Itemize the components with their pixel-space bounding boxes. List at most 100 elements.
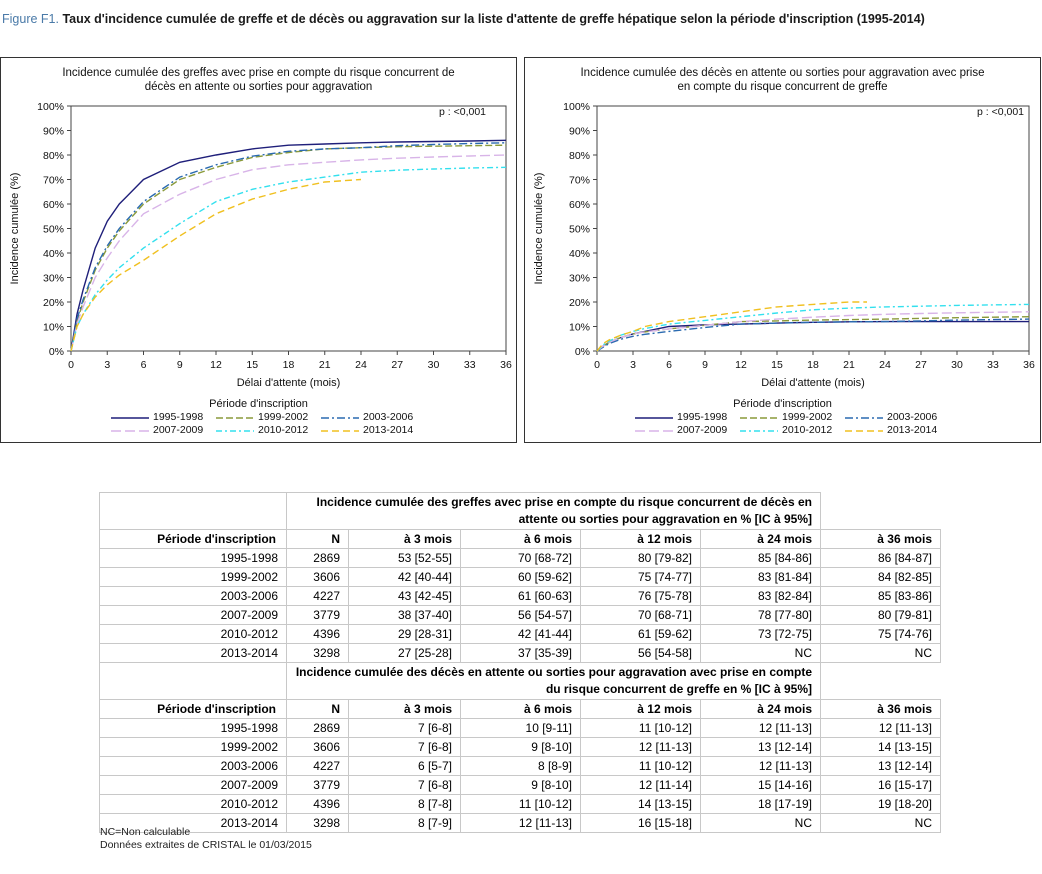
y-tick-label: 100% (37, 101, 64, 113)
y-tick-label: 80% (43, 150, 64, 162)
legend-item-1995-1998: 1995-1998 (635, 411, 727, 424)
legend-label: 2013-2014 (363, 424, 414, 436)
row-period: 2003-2006 (99, 756, 287, 776)
column-header: à 12 mois (580, 529, 701, 549)
x-tick-label: 6 (141, 359, 147, 371)
chart-svg-deces: 0%10%20%30%40%50%60%70%80%90%100%0 3 6 9 12 1… (533, 101, 1035, 389)
x-tick-label: 27 (391, 359, 403, 371)
legend-swatch (740, 417, 778, 419)
legend-swatch (321, 430, 359, 432)
table-cell: 3606 (286, 567, 349, 587)
table-cell: 7 [6-8] (348, 737, 461, 757)
table-cell: 11 [10-12] (460, 794, 581, 814)
chart-panel-left: Incidence cumulée des greffes avec prise… (0, 57, 517, 443)
y-tick-label: 70% (43, 175, 64, 187)
table-cell: 7 [6-8] (348, 775, 461, 795)
chart-panel-right: Incidence cumulée des décès en attente o… (524, 57, 1041, 443)
table-cell: 29 [28-31] (348, 624, 461, 644)
x-tick-label: 33 (464, 359, 476, 371)
table-cell: 4396 (286, 624, 349, 644)
table-cell: 9 [8-10] (460, 737, 581, 757)
legend-item-2010-2012: 2010-2012 (740, 424, 832, 437)
legend-item-2003-2006: 2003-2006 (845, 411, 937, 424)
y-tick-label: 50% (43, 224, 64, 236)
x-tick-label: 12 (210, 359, 222, 371)
y-tick-label: 30% (569, 273, 590, 285)
table-cell: 61 [59-62] (580, 624, 701, 644)
x-tick-label: 30 (428, 359, 440, 371)
legend-label: 2010-2012 (782, 424, 833, 436)
legend-item-1999-2002: 1999-2002 (216, 411, 308, 424)
table-row: 2010-2012 4396 29 [28-31] 42 [41-44] 61 [59-… (99, 624, 941, 644)
table-cell: 8 [7-9] (348, 813, 461, 833)
y-tick-label: 0% (575, 346, 590, 358)
incidence-table: Incidence cumulée des greffes avec prise… (99, 492, 941, 833)
legend-item-2013-2014: 2013-2014 (845, 424, 937, 437)
table-cell: 3779 (286, 605, 349, 625)
y-tick-label: 10% (569, 322, 590, 334)
table-cell: 12 [11-13] (460, 813, 581, 833)
row-period: 1995-1998 (99, 548, 287, 568)
legend-item-2010-2012: 2010-2012 (216, 424, 308, 437)
row-period: 1999-2002 (99, 737, 287, 757)
table-cell: 56 [54-58] (580, 643, 701, 663)
series-line-2003-2006 (596, 318, 1030, 352)
x-tick-label: 18 (807, 359, 819, 371)
column-header: à 36 mois (820, 699, 941, 719)
table-cell: 2869 (286, 718, 349, 738)
x-tick-label: 27 (915, 359, 927, 371)
table-row: 1999-2002 3606 42 [40-44] 60 [59-62] 75 [74-… (99, 567, 941, 587)
plot-frame (70, 105, 507, 352)
column-header: à 12 mois (580, 699, 701, 719)
table-cell: NC (820, 643, 941, 663)
y-tick-label: 40% (569, 248, 590, 260)
y-axis-label: Incidence cumulée (%) (9, 173, 21, 285)
legend-label: 2003-2006 (363, 411, 414, 423)
x-tick-label: 24 (879, 359, 891, 371)
chart-title: Incidence cumulée des greffes avec prise… (62, 67, 455, 93)
table-cell: 83 [82-84] (700, 586, 821, 606)
y-tick-label: 60% (43, 199, 64, 211)
y-tick-label: 40% (43, 248, 64, 260)
table-cell: 37 [35-39] (460, 643, 581, 663)
chart-svg-greffes: 0%10%20%30%40%50%60%70%80%90%100%0 3 6 9 12 1… (9, 101, 512, 389)
table-section-header: Incidence cumulée des greffes avec prise… (286, 492, 821, 530)
table-cell: 84 [82-85] (820, 567, 941, 587)
x-tick-label: 30 (951, 359, 963, 371)
table-row: 2007-2009 3779 38 [37-40] 56 [54-57] 70 [68-… (99, 605, 941, 625)
x-tick-label: 9 (177, 359, 183, 371)
y-tick-label: 20% (43, 297, 64, 309)
legend-label: 2007-2009 (153, 424, 204, 436)
legend-label: 2003-2006 (887, 411, 938, 423)
table-section-header: Incidence cumulée des décès en attente o… (286, 662, 821, 700)
series-line-1995-1998 (70, 139, 507, 352)
row-period: 2013-2014 (99, 643, 287, 663)
table-cell: 85 [83-86] (820, 586, 941, 606)
column-header: N (286, 699, 349, 719)
series-line-2010-2012 (70, 166, 507, 352)
table-cell: 16 [15-18] (580, 813, 701, 833)
footnote-nc: NC=Non calculable (100, 826, 191, 838)
y-axis-label: Incidence cumulée (%) (533, 173, 545, 285)
table-cell: 2869 (286, 548, 349, 568)
column-header: Période d'inscription (99, 529, 287, 549)
figure-title-text: Taux d'incidence cumulée de greffe et de… (62, 12, 925, 26)
p-value-annotation: p : <0,001 (439, 106, 486, 118)
y-tick-label: 30% (43, 273, 64, 285)
column-header: à 3 mois (348, 699, 461, 719)
series-line-2003-2006 (70, 142, 507, 352)
legend-swatch (845, 430, 883, 432)
x-tick-label: 9 (702, 359, 708, 371)
series-line-2007-2009 (596, 311, 1030, 352)
y-tick-label: 100% (563, 101, 590, 113)
legend-item-2013-2014: 2013-2014 (321, 424, 413, 437)
table-cell: 78 [77-80] (700, 605, 821, 625)
x-tick-label: 18 (283, 359, 295, 371)
table-cell: 43 [42-45] (348, 586, 461, 606)
legend-item-1995-1998: 1995-1998 (111, 411, 203, 424)
table-cell: 42 [40-44] (348, 567, 461, 587)
legend-swatch (845, 417, 883, 419)
legend-label: 1995-1998 (677, 411, 728, 423)
table-cell: 80 [79-82] (580, 548, 701, 568)
legend-swatch (216, 417, 254, 419)
